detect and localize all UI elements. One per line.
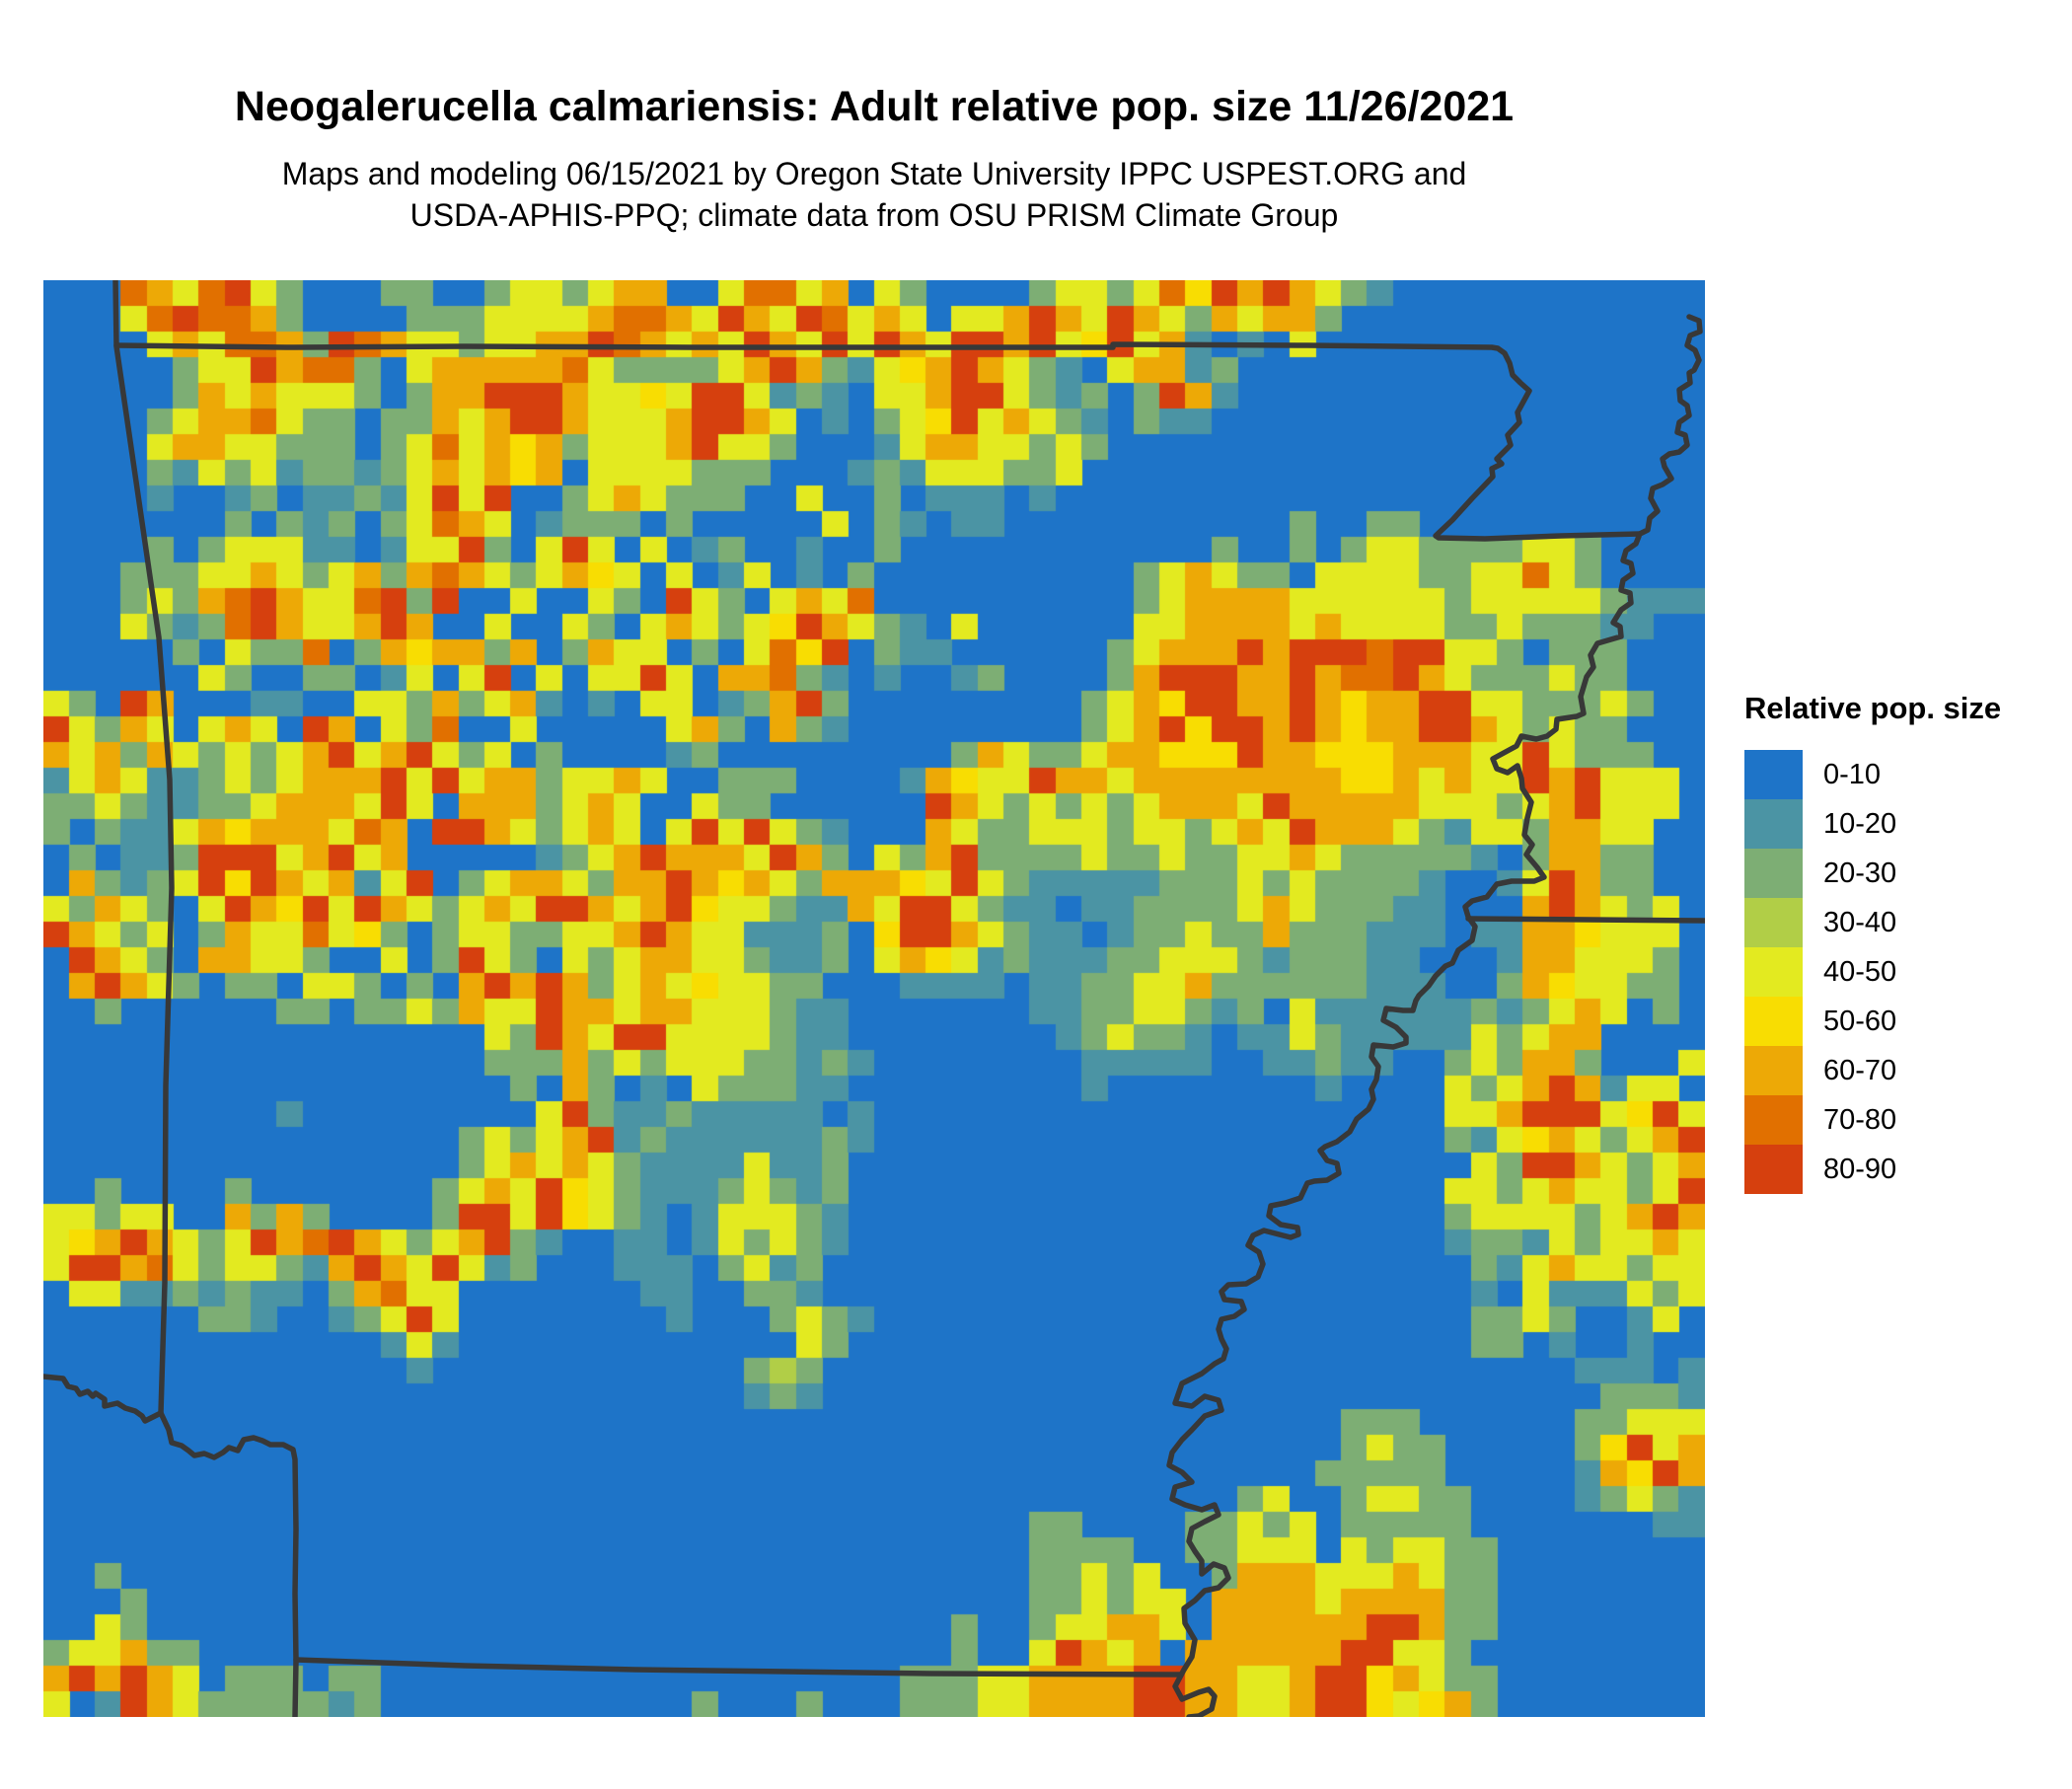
louisiana-border	[293, 1657, 1184, 1677]
mississippi-river	[1166, 314, 1703, 1717]
legend-swatch	[1744, 997, 1803, 1046]
legend-item: 80-90	[1744, 1145, 2060, 1194]
legend-label: 70-80	[1823, 1103, 1897, 1136]
page-title: Neogalerucella calmariensis: Adult relat…	[234, 83, 1515, 130]
state-borders-overlay	[43, 280, 1705, 1717]
legend-label: 80-90	[1823, 1153, 1897, 1185]
legend-label: 40-50	[1823, 955, 1897, 988]
legend-swatch	[1744, 947, 1803, 997]
legend-item: 40-50	[1744, 947, 2060, 997]
legend-item: 50-60	[1744, 997, 2060, 1046]
legend-swatch	[1744, 1145, 1803, 1194]
header: Neogalerucella calmariensis: Adult relat…	[43, 83, 1705, 236]
legend-swatch	[1744, 799, 1803, 849]
legend: Relative pop. size 0-10 10-20 20-30 30-40 40…	[1744, 691, 2060, 1194]
legend-swatch	[1744, 750, 1803, 799]
legend-label: 10-20	[1823, 807, 1897, 840]
raster-canvas	[43, 280, 1705, 1717]
legend-items: 0-10 10-20 20-30 30-40 40-50 50-60 60-70 70-80 8…	[1744, 750, 2060, 1194]
legend-swatch	[1744, 1095, 1803, 1145]
state-line-35n	[1465, 916, 1705, 924]
legend-swatch	[1744, 898, 1803, 947]
legend-title: Relative pop. size	[1744, 691, 2002, 725]
red-river-and-south-border	[43, 1374, 299, 1717]
subtitle-line-2: USDA-APHIS-PPQ; climate data from OSU PR…	[409, 197, 1339, 233]
legend-label: 20-30	[1823, 857, 1897, 889]
legend-item: 30-40	[1744, 898, 2060, 947]
legend-item: 60-70	[1744, 1046, 2060, 1095]
subtitle-line-1: Maps and modeling 06/15/2021 by Oregon S…	[281, 156, 1467, 191]
legend-swatch	[1744, 849, 1803, 898]
legend-label: 60-70	[1823, 1054, 1897, 1086]
legend-label: 50-60	[1823, 1005, 1897, 1037]
legend-item: 70-80	[1744, 1095, 2060, 1145]
legend-item: 10-20	[1744, 799, 2060, 849]
legend-label: 0-10	[1823, 758, 1882, 790]
west-state-border	[112, 280, 175, 1416]
legend-item: 0-10	[1744, 750, 2060, 799]
population-raster-map	[43, 280, 1705, 1717]
legend-label: 30-40	[1823, 906, 1897, 938]
north-border-and-bootheel	[113, 341, 1643, 542]
legend-item: 20-30	[1744, 849, 2060, 898]
subtitle: Maps and modeling 06/15/2021 by Oregon S…	[43, 153, 1705, 236]
legend-swatch	[1744, 1046, 1803, 1095]
